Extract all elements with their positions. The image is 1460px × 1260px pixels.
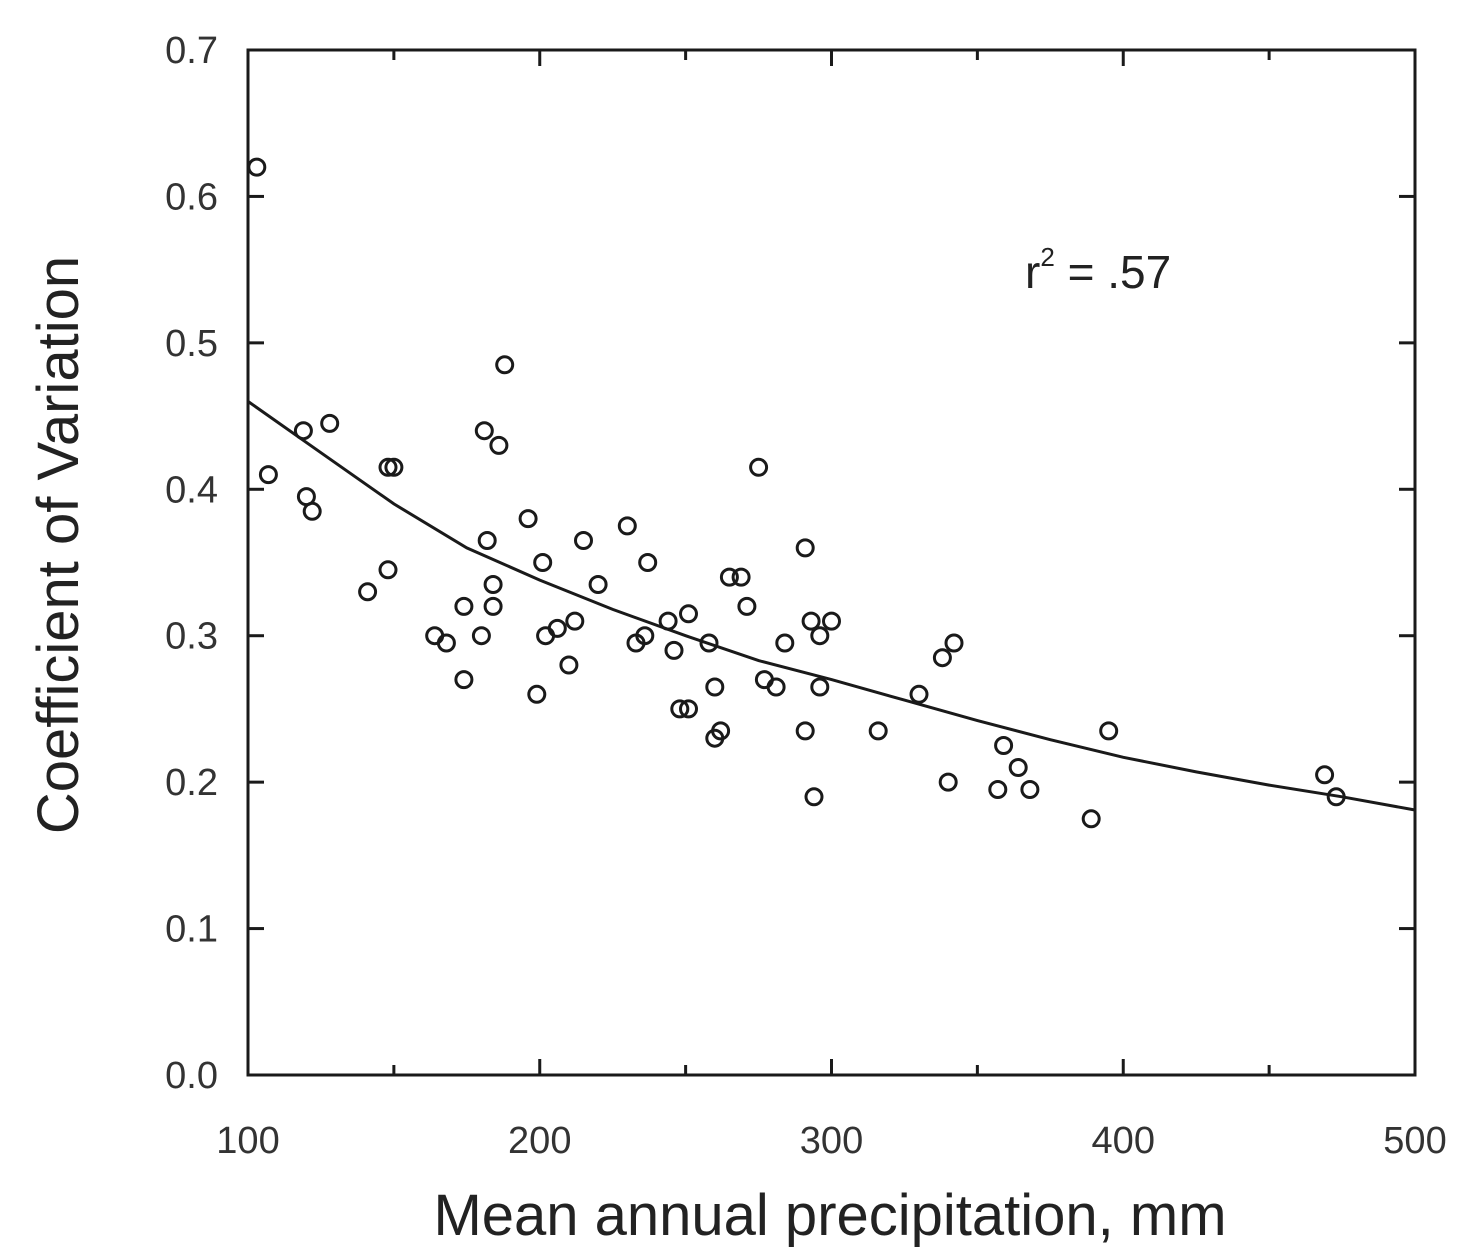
- data-point: [822, 611, 841, 631]
- y-tick-label: 0.4: [165, 469, 218, 511]
- data-point: [320, 413, 340, 433]
- data-point: [474, 421, 494, 441]
- data-point: [795, 721, 815, 741]
- data-point: [471, 626, 491, 646]
- data-point: [635, 626, 655, 646]
- fit-curve: [247, 400, 1416, 812]
- data-point: [454, 596, 474, 616]
- r-squared-annotation: r2 = .57: [1025, 242, 1171, 298]
- data-point: [247, 157, 267, 177]
- data-point: [664, 640, 684, 660]
- data-point: [658, 611, 678, 631]
- data-point: [699, 633, 719, 653]
- data-point: [801, 611, 821, 631]
- data-point: [868, 721, 888, 741]
- data-point: [547, 618, 567, 638]
- data-point: [527, 684, 547, 704]
- y-tick-label: 0.6: [165, 176, 218, 218]
- data-point: [293, 421, 313, 441]
- data-point: [795, 538, 815, 558]
- data-point: [670, 699, 690, 719]
- x-tick-label: 200: [508, 1120, 571, 1162]
- data-point: [944, 633, 964, 653]
- data-point: [932, 648, 952, 668]
- y-tick-label: 0.7: [165, 30, 218, 72]
- y-tick-label: 0.0: [165, 1055, 218, 1097]
- data-point: [679, 604, 698, 624]
- data-point: [909, 684, 929, 704]
- data-point: [705, 677, 725, 697]
- data-point: [938, 772, 958, 792]
- data-point: [378, 457, 398, 477]
- data-point: [1020, 780, 1040, 799]
- data-point: [711, 721, 731, 741]
- data-point: [425, 626, 445, 646]
- data-point: [489, 435, 509, 455]
- data-point: [617, 516, 637, 536]
- data-point: [358, 582, 378, 602]
- data-point: [766, 677, 786, 697]
- data-point: [483, 575, 503, 594]
- x-tick-label: 400: [1092, 1120, 1155, 1162]
- data-point: [518, 509, 538, 529]
- data-point: [378, 560, 398, 580]
- data-point: [737, 596, 757, 616]
- data-point: [994, 736, 1014, 755]
- plot-frame: [246, 48, 1417, 1077]
- data-point: [436, 633, 456, 653]
- data-point: [565, 611, 585, 631]
- x-tick-labels: 100 200 300 400 500: [216, 1120, 1446, 1162]
- data-point: [495, 355, 515, 375]
- data-point: [258, 465, 278, 485]
- data-point: [1099, 721, 1119, 741]
- x-tick-label: 500: [1383, 1120, 1446, 1162]
- tick-marks: [246, 48, 1417, 1077]
- x-tick-label: 300: [800, 1120, 863, 1162]
- data-point: [477, 531, 497, 550]
- y-tick-label: 0.2: [165, 762, 218, 804]
- data-points: [247, 157, 1346, 829]
- data-point: [1008, 758, 1028, 777]
- r-squared-superscript: 2: [1040, 242, 1054, 272]
- data-point: [988, 780, 1008, 799]
- data-point: [454, 670, 474, 690]
- data-point: [1326, 787, 1346, 807]
- y-tick-label: 0.5: [165, 323, 218, 365]
- data-point: [638, 553, 658, 572]
- data-point: [679, 699, 698, 719]
- data-point: [810, 626, 830, 646]
- data-point: [1315, 765, 1335, 785]
- r-squared-symbol: r: [1025, 246, 1040, 298]
- data-point: [302, 501, 322, 521]
- y-tick-label: 0.3: [165, 616, 218, 658]
- data-point: [483, 596, 503, 616]
- data-point: [574, 531, 593, 550]
- data-point: [384, 457, 404, 477]
- data-point: [559, 655, 579, 675]
- y-tick-labels: 0.0 0.1 0.2 0.3 0.4 0.5 0.6 0.7: [165, 30, 218, 1097]
- data-point: [1081, 809, 1101, 829]
- x-tick-label: 100: [216, 1120, 279, 1162]
- x-axis-title: Mean annual precipitation, mm: [433, 1183, 1226, 1248]
- y-tick-label: 0.1: [165, 909, 218, 951]
- data-point: [536, 626, 556, 646]
- data-point: [719, 567, 739, 587]
- data-point: [754, 670, 774, 690]
- r-squared-value: = .57: [1055, 246, 1171, 298]
- data-point: [810, 677, 830, 697]
- data-point: [775, 633, 795, 653]
- data-point: [804, 787, 824, 807]
- data-point: [533, 553, 553, 572]
- data-point: [588, 575, 608, 594]
- y-axis-title: Coefficient of Variation: [26, 256, 91, 834]
- data-point: [731, 567, 751, 587]
- data-point: [749, 457, 769, 477]
